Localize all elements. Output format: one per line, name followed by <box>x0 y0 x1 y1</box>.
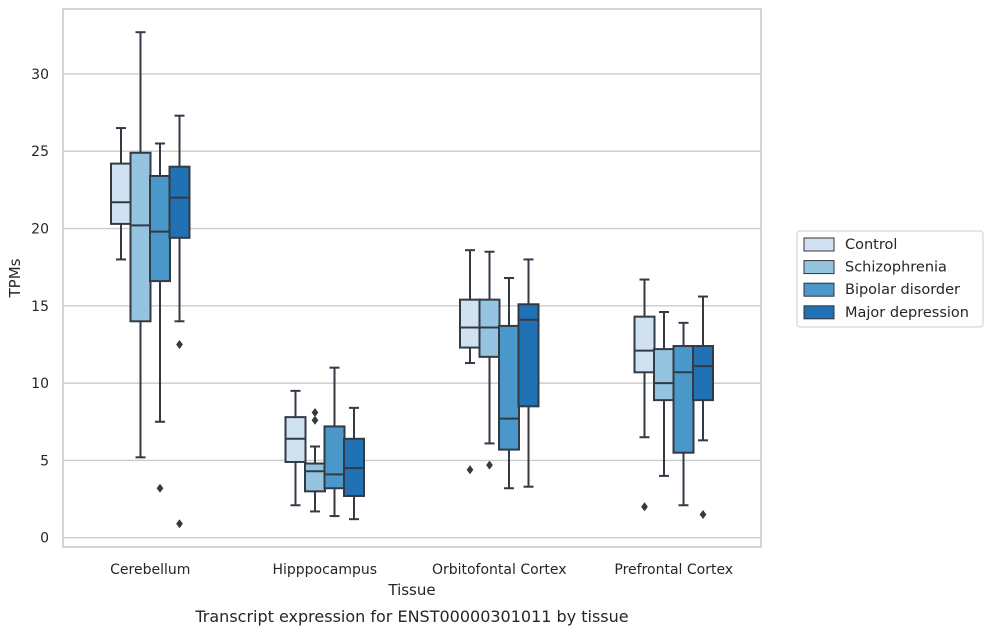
series-group <box>129 31 675 513</box>
legend: Control Schizophrenia Bipolar disorder Majo… <box>796 230 984 328</box>
series-group <box>149 142 695 518</box>
outlier-point <box>311 415 319 425</box>
box-iqr <box>149 174 171 283</box>
y-tick-label: 20 <box>31 222 49 238</box>
legend-swatch <box>803 260 835 275</box>
box-iqr <box>672 345 695 454</box>
outlier-point <box>486 460 493 470</box>
outlier-point <box>641 502 648 512</box>
legend-label: Control <box>845 237 897 253</box>
x-axis-title: Tissue <box>387 581 435 599</box>
box-series <box>110 31 714 529</box>
outlier-point <box>699 510 707 520</box>
box-iqr <box>323 425 346 490</box>
legend-swatch <box>803 237 835 252</box>
chart-caption: Transcript expression for ENST0000030101… <box>194 607 628 626</box>
box-iqr <box>517 303 540 408</box>
legend-label: Bipolar disorder <box>845 282 960 298</box>
y-axis-title: TPMs <box>6 258 24 298</box>
y-tick-label: 10 <box>31 376 49 392</box>
box-iqr <box>653 348 675 402</box>
box-iqr <box>692 345 714 402</box>
series-group <box>168 114 714 529</box>
plot-frame <box>62 8 762 548</box>
legend-swatch <box>803 282 835 297</box>
box-iqr <box>129 151 152 323</box>
outlier-point <box>311 408 319 417</box>
outlier-point <box>156 483 164 493</box>
y-tick-labels: 0 5 10 15 20 25 30 <box>31 67 49 547</box>
x-tick-label: Hipppocampus <box>272 562 377 578</box>
legend-label: Schizophrenia <box>845 260 947 276</box>
box-iqr <box>498 324 520 451</box>
outlier-point <box>466 465 474 475</box>
outlier-point <box>176 339 183 349</box>
y-tick-label: 5 <box>40 453 49 469</box>
box-iqr <box>459 298 481 349</box>
legend-swatch <box>803 305 835 320</box>
box-iqr <box>110 162 132 225</box>
y-tick-label: 0 <box>40 531 49 547</box>
x-tick-label: Orbitofontal Cortex <box>432 562 567 578</box>
box-iqr <box>168 165 191 239</box>
x-tick-label: Cerebellum <box>110 562 190 578</box>
x-tick-label: Prefrontal Cortex <box>614 562 733 578</box>
y-tick-label: 15 <box>31 299 49 315</box>
box-iqr <box>304 462 326 493</box>
y-tick-label: 25 <box>31 144 49 160</box>
y-tick-label: 30 <box>31 67 49 83</box>
box-iqr <box>633 315 656 374</box>
legend-frame <box>796 230 984 328</box>
outlier-point <box>176 519 183 529</box>
legend-label: Major depression <box>845 305 969 321</box>
x-tick-labels: Cerebellum Hipppocampus Orbitofontal Corte… <box>110 562 733 578</box>
